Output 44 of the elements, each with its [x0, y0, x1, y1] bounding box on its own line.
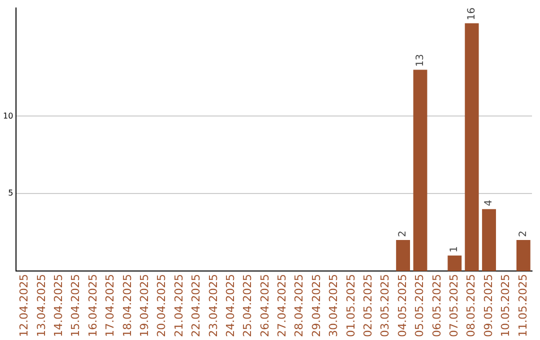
x-tick-label: 03.05.2025: [378, 274, 392, 338]
x-tick-label: 25.04.2025: [241, 274, 254, 338]
y-tick-label: 10: [2, 111, 14, 120]
x-tick-label: 22.04.2025: [190, 274, 203, 338]
data-label: 4: [484, 200, 495, 206]
x-tick-label: 29.04.2025: [310, 274, 323, 338]
x-tick-label: 27.04.2025: [276, 274, 289, 338]
x-tick-label: 09.05.2025: [482, 274, 495, 338]
x-tick-label: 11.05.2025: [516, 274, 530, 338]
bar: [464, 23, 479, 272]
x-tick-label: 21.04.2025: [172, 274, 186, 338]
x-tick-label: 26.04.2025: [258, 274, 272, 338]
x-tick-label: 05.05.2025: [413, 274, 426, 338]
x-tick-label: 02.05.2025: [362, 274, 375, 338]
bar: [482, 209, 496, 272]
bar: [516, 240, 530, 272]
x-tick-label: 07.05.2025: [447, 274, 460, 338]
x-tick-label: 16.04.2025: [86, 274, 100, 338]
bar: [396, 240, 410, 272]
data-label: 2: [398, 230, 409, 238]
x-tick-label: 12.04.2025: [18, 274, 31, 338]
x-tick-label: 13.04.2025: [34, 274, 48, 338]
x-tick-label: 10.05.2025: [499, 274, 512, 338]
x-tick-label: 30.04.2025: [327, 274, 340, 338]
x-tick-label: 01.05.2025: [344, 274, 358, 338]
data-label: 16: [466, 8, 478, 20]
x-tick-label: 24.04.2025: [224, 274, 237, 338]
x-tick-label: 14.04.2025: [52, 274, 66, 338]
x-tick-label: 17.04.2025: [104, 274, 117, 338]
data-label: 2: [518, 230, 529, 238]
x-tick-label: 04.05.2025: [396, 274, 409, 338]
x-tick-label: 19.04.2025: [138, 274, 151, 338]
x-tick-label: 15.04.2025: [69, 274, 82, 338]
x-tick-label: 18.04.2025: [120, 274, 134, 338]
x-tick-label: 28.04.2025: [292, 274, 306, 338]
x-tick-label: 20.04.2025: [155, 274, 168, 338]
bar: [448, 256, 462, 272]
x-tick-label: 06.05.2025: [430, 274, 444, 338]
data-label: 1: [449, 246, 460, 253]
y-tick-label: 5: [8, 188, 14, 198]
x-tick-label: 23.04.2025: [206, 274, 220, 338]
data-label: 13: [414, 54, 426, 67]
bar: [413, 70, 428, 272]
x-tick-label: 08.05.2025: [464, 274, 478, 338]
